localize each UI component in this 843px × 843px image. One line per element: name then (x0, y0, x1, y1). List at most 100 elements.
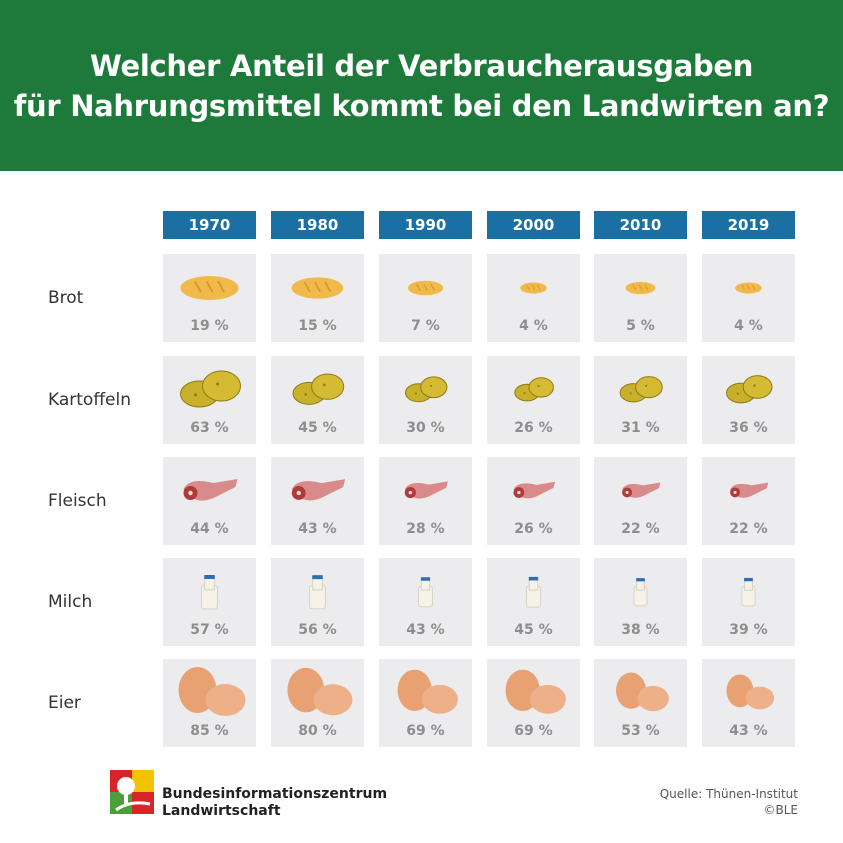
percent-label: 43 % (729, 723, 768, 739)
percent-label: 69 % (406, 723, 445, 739)
year-header-2000: 2000 (487, 211, 580, 239)
org-name: Bundesinformationszentrum Landwirtschaft (162, 786, 387, 820)
milk-bottle-icon (418, 577, 433, 608)
cell-fleisch-2019: 22 % (702, 457, 795, 545)
bread-icon (407, 280, 444, 296)
egg-icon (178, 667, 246, 716)
potato-icon (619, 376, 663, 403)
cell-kartoffeln-2000: 26 % (487, 356, 580, 444)
cell-milch-1990: 43 % (379, 558, 472, 646)
egg-icon (397, 669, 458, 714)
cell-kartoffeln-2010: 31 % (594, 356, 687, 444)
row-label-fleisch: Fleisch (48, 491, 107, 511)
cell-milch-2019: 39 % (702, 558, 795, 646)
milk-bottle-icon (309, 575, 326, 610)
cell-kartoffeln-1980: 45 % (271, 356, 364, 444)
cell-eier-1970: 85 % (163, 659, 256, 747)
percent-label: 26 % (514, 420, 553, 436)
percent-label: 26 % (514, 521, 553, 537)
egg-icon (616, 672, 669, 712)
egg-icon (726, 674, 775, 710)
potato-icon (514, 377, 554, 402)
potato-icon (292, 373, 345, 405)
cell-eier-1980: 80 % (271, 659, 364, 747)
potato-icon (726, 375, 773, 404)
percent-label: 43 % (406, 622, 445, 638)
percent-label: 85 % (190, 723, 229, 739)
year-header-1980: 1980 (271, 211, 364, 239)
year-header-2010: 2010 (594, 211, 687, 239)
percent-label: 4 % (734, 318, 763, 334)
potato-icon (404, 376, 448, 403)
row-label-milch: Milch (48, 592, 93, 612)
row-label-kartoffeln: Kartoffeln (48, 390, 131, 410)
year-header-2019: 2019 (702, 211, 795, 239)
percent-label: 19 % (190, 318, 229, 334)
bread-icon (735, 282, 762, 294)
percent-label: 45 % (298, 420, 337, 436)
cell-milch-2000: 45 % (487, 558, 580, 646)
copyright-line: ©BLE (763, 803, 799, 817)
milk-bottle-icon (633, 578, 648, 607)
source-note: Quelle: Thünen-Institut ©BLE (660, 786, 798, 818)
percent-label: 43 % (298, 521, 337, 537)
bread-icon (625, 281, 656, 295)
percent-label: 56 % (298, 622, 337, 638)
percent-label: 31 % (621, 420, 660, 436)
percent-label: 38 % (621, 622, 660, 638)
cell-fleisch-2010: 22 % (594, 457, 687, 545)
cell-kartoffeln-1970: 63 % (163, 356, 256, 444)
percent-label: 57 % (190, 622, 229, 638)
bread-icon (291, 277, 344, 299)
year-header-1990: 1990 (379, 211, 472, 239)
percent-label: 5 % (626, 318, 655, 334)
milk-bottle-icon (201, 575, 218, 610)
meat-icon (513, 481, 556, 499)
percent-label: 44 % (190, 521, 229, 537)
cell-fleisch-1970: 44 % (163, 457, 256, 545)
percent-label: 45 % (514, 622, 553, 638)
cell-fleisch-2000: 26 % (487, 457, 580, 545)
cell-kartoffeln-2019: 36 % (702, 356, 795, 444)
meat-icon (622, 482, 661, 498)
percent-label: 39 % (729, 622, 768, 638)
meat-icon (183, 479, 238, 501)
cell-fleisch-1990: 28 % (379, 457, 472, 545)
cell-milch-1970: 57 % (163, 558, 256, 646)
cell-kartoffeln-1990: 30 % (379, 356, 472, 444)
row-label-eier: Eier (48, 693, 81, 713)
meat-icon (291, 479, 346, 501)
cell-fleisch-1980: 43 % (271, 457, 364, 545)
percent-label: 30 % (406, 420, 445, 436)
percent-label: 4 % (519, 318, 548, 334)
org-name-line-2: Landwirtschaft (162, 803, 281, 819)
percent-label: 53 % (621, 723, 660, 739)
org-name-line-1: Bundesinformationszentrum (162, 786, 388, 802)
cell-brot-1970: 19 % (163, 254, 256, 342)
cell-eier-2019: 43 % (702, 659, 795, 747)
cell-eier-2000: 69 % (487, 659, 580, 747)
cell-milch-1980: 56 % (271, 558, 364, 646)
cell-brot-1980: 15 % (271, 254, 364, 342)
ble-logo (110, 770, 154, 814)
cell-milch-2010: 38 % (594, 558, 687, 646)
cell-brot-2000: 4 % (487, 254, 580, 342)
egg-icon (287, 667, 353, 716)
title-banner: Welcher Anteil der Verbraucherausgaben f… (0, 0, 843, 171)
percent-label: 69 % (514, 723, 553, 739)
percent-label: 7 % (411, 318, 440, 334)
percent-label: 80 % (298, 723, 337, 739)
percent-label: 36 % (729, 420, 768, 436)
meat-icon (404, 481, 448, 499)
bread-icon (520, 282, 547, 294)
year-header-1970: 1970 (163, 211, 256, 239)
bread-icon (180, 276, 239, 300)
milk-bottle-icon (525, 576, 542, 608)
potato-icon (180, 370, 241, 408)
milk-bottle-icon (741, 577, 756, 607)
title-line-2: für Nahrungsmittel kommt bei den Landwir… (13, 88, 830, 123)
cell-brot-2019: 4 % (702, 254, 795, 342)
cell-brot-1990: 7 % (379, 254, 472, 342)
row-label-brot: Brot (48, 288, 84, 308)
egg-icon (505, 669, 566, 714)
